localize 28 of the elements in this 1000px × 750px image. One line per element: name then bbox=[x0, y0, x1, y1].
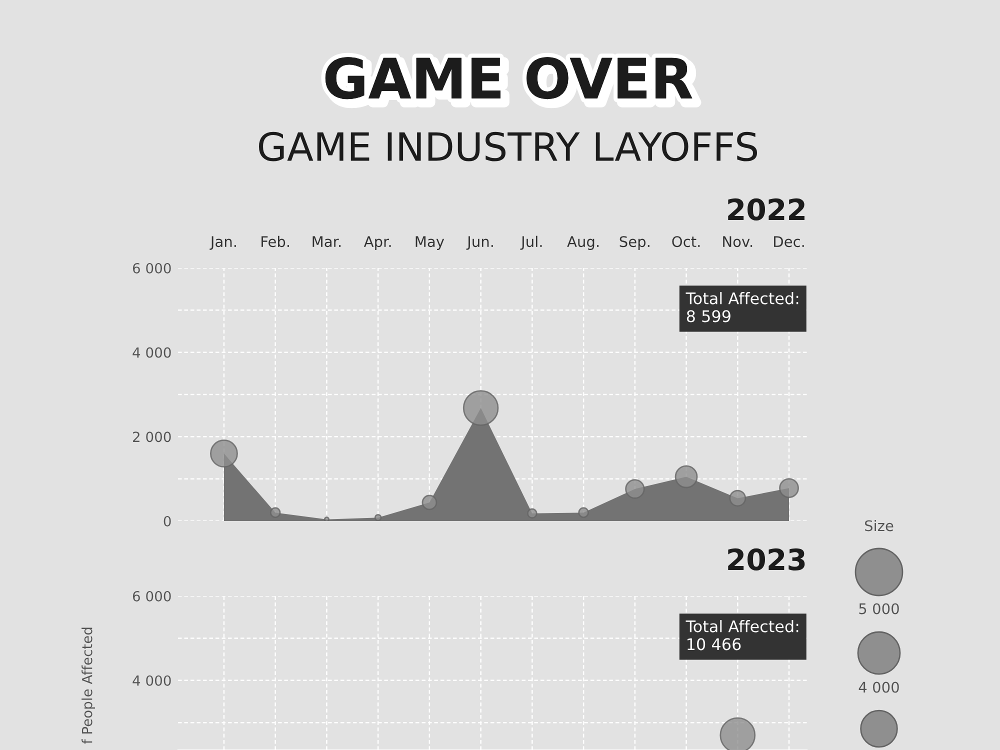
y-tick-label: 4 000 bbox=[132, 347, 171, 358]
chart-title: 2023 bbox=[728, 548, 805, 570]
y-tick-label: 6 000 bbox=[132, 262, 171, 274]
x-tick-label: Aug. bbox=[567, 236, 599, 250]
y-tick-label: 2 000 bbox=[133, 432, 171, 442]
y-tick-label: 0 bbox=[164, 516, 171, 526]
x-tick-label: Nov. bbox=[723, 236, 752, 248]
x-tick-label: Jun. bbox=[466, 236, 493, 250]
y-tick-label: 6 000 bbox=[132, 590, 171, 602]
x-tick-label: Jul. bbox=[520, 236, 542, 250]
chart-title: 2022 bbox=[728, 198, 804, 220]
x-tick-label: Feb. bbox=[262, 236, 289, 248]
legend-label: 4 000 bbox=[858, 682, 899, 693]
x-tick-label: Apr. bbox=[364, 236, 391, 250]
text: GAME OVER bbox=[325, 57, 696, 104]
legend-title: Size bbox=[864, 520, 894, 532]
y-axis-title: f People Affected bbox=[82, 628, 95, 744]
x-tick-label: Jan. bbox=[210, 236, 236, 250]
text: GAME INDUSTRY LAYOFFS bbox=[258, 132, 758, 162]
x-tick-label: Oct. bbox=[672, 236, 700, 248]
x-tick-label: Sep. bbox=[620, 236, 650, 250]
y-tick-label: 4 000 bbox=[132, 675, 171, 686]
annotation: Total Affected: 8 599 bbox=[686, 292, 798, 322]
legend-label: 5 000 bbox=[859, 603, 899, 614]
annotation: Total Affected: 10 466 bbox=[686, 620, 798, 650]
x-tick-label: May bbox=[416, 236, 444, 250]
x-tick-label: Dec. bbox=[774, 236, 804, 248]
x-tick-label: Mar. bbox=[312, 236, 341, 248]
